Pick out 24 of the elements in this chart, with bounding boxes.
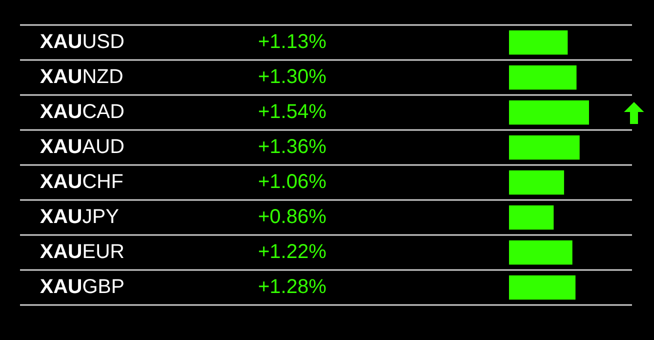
data-label: +1.13%: [258, 31, 327, 54]
data-label: +0.86%: [258, 206, 327, 228]
y-tick-label: XAUUSD: [40, 31, 124, 54]
y-tick-label: XAUJPY: [40, 206, 119, 228]
y-tick-label: XAUGBP: [40, 276, 124, 298]
bar: [509, 275, 576, 300]
y-tick-label: XAUEUR: [40, 241, 124, 264]
bar: [509, 135, 580, 160]
data-label: +1.28%: [258, 276, 327, 298]
data-label: +1.06%: [258, 171, 327, 194]
data-label: +1.54%: [258, 101, 327, 124]
y-tick-label: XAUCHF: [40, 171, 124, 194]
bar: [509, 170, 564, 195]
y-tick-label: XAUAUD: [40, 136, 124, 158]
y-tick-label: XAUNZD: [40, 66, 124, 88]
bar: [509, 205, 554, 230]
data-label: +1.22%: [258, 241, 327, 264]
data-label: +1.30%: [258, 66, 327, 88]
y-tick-label: XAUCAD: [40, 101, 124, 124]
bar: [509, 100, 589, 125]
bar: [509, 240, 572, 265]
bar: [509, 30, 568, 55]
data-label: +1.36%: [258, 136, 327, 158]
bar: [509, 65, 577, 90]
